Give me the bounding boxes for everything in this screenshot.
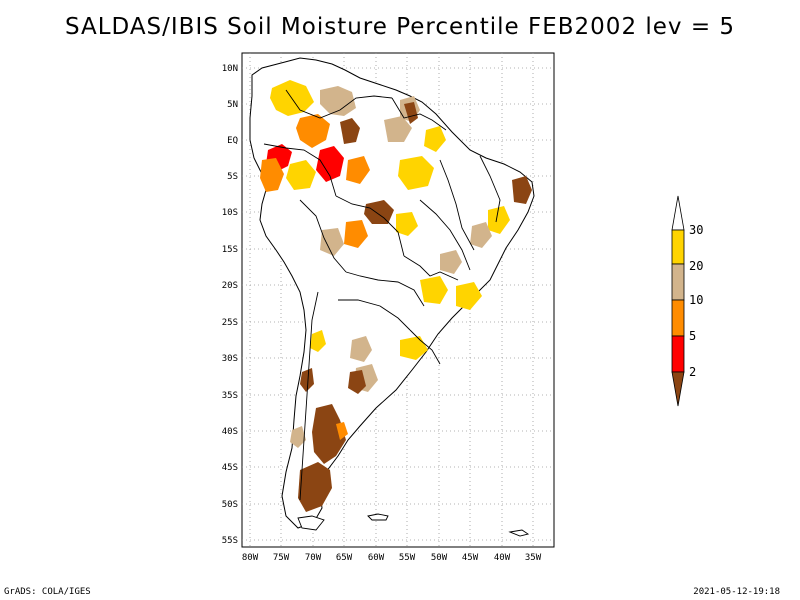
patch-20-30 (310, 330, 326, 352)
lon-tick-label: 65W (336, 553, 353, 563)
colorbar-label: 5 (689, 329, 696, 343)
patch-20-30 (286, 160, 316, 190)
patch-5-10 (336, 422, 348, 440)
patch-10-20 (440, 250, 462, 274)
map-title: SALDAS/IBIS Soil Moisture Percentile FEB… (64, 14, 736, 40)
lon-tick-label: 55W (399, 553, 416, 563)
lat-tick-label: 50S (222, 500, 238, 510)
patch-below-2 (512, 176, 532, 204)
patch-20-30 (396, 212, 418, 236)
timestamp-label: 2021-05-12-19:18 (693, 587, 780, 597)
lon-tick-label: 80W (242, 553, 259, 563)
patch-10-20 (470, 222, 492, 248)
patch-below-2 (298, 462, 332, 512)
colorbar-label: 20 (689, 259, 703, 273)
patch-10-20 (384, 116, 412, 142)
patch-5-10 (260, 158, 284, 192)
lat-tick-label: 15S (222, 245, 238, 255)
islands (297, 513, 530, 537)
credit-label: GrADS: COLA/IGES (4, 587, 91, 597)
colorbar-5-10 (671, 299, 685, 337)
patch-20-30 (424, 126, 446, 152)
lon-tick-label: 40W (494, 553, 511, 563)
colorbar-10-20 (671, 263, 685, 301)
colorbar-labels: 30 20 10 5 2 (689, 223, 703, 379)
colorbar-label: 10 (689, 293, 703, 307)
lat-tick-label: 5N (227, 100, 238, 110)
colorbar-2-5 (671, 335, 685, 373)
patch-2-5 (316, 146, 344, 182)
patch-10-20 (320, 86, 356, 116)
lon-tick-label: 50W (431, 553, 448, 563)
patch-5-10 (346, 156, 370, 184)
lat-tick-label: 30S (222, 354, 238, 364)
lat-tick-label: 40S (222, 427, 238, 437)
lat-tick-label: 25S (222, 318, 238, 328)
lat-tick-label: 5S (227, 172, 238, 182)
colorbar-below-2 (671, 371, 685, 407)
lat-tick-label: 55S (222, 536, 238, 546)
lon-tick-label: 45W (462, 553, 479, 563)
lon-tick-label: 70W (305, 553, 322, 563)
patch-below-2 (340, 118, 360, 144)
lon-tick-label: 35W (525, 553, 542, 563)
lat-tick-labels: 10N 5N EQ 5S 10S 15S 20S 25S 30S 35S 40S… (222, 64, 238, 546)
patch-10-20 (350, 336, 372, 362)
patch-20-30 (400, 336, 428, 360)
colorbar-above-30 (671, 195, 685, 231)
lat-tick-label: 35S (222, 391, 238, 401)
lat-tick-label: EQ (227, 136, 238, 146)
patch-20-30 (456, 282, 482, 310)
patch-20-30 (488, 206, 510, 234)
patch-5-10 (344, 220, 368, 248)
lat-tick-label: 20S (222, 281, 238, 291)
colorbar-label: 30 (689, 223, 703, 237)
patch-20-30 (398, 156, 434, 190)
lon-tick-label: 75W (273, 553, 290, 563)
lat-tick-label: 10N (222, 64, 238, 74)
colorbar-20-30 (671, 229, 685, 265)
lon-tick-labels: 80W 75W 70W 65W 60W 55W 50W 45W 40W 35W (242, 553, 542, 563)
lon-tick-label: 60W (368, 553, 385, 563)
patch-below-2 (300, 368, 314, 392)
patch-10-20 (290, 426, 306, 448)
lat-tick-label: 10S (222, 208, 238, 218)
colorbar-label: 2 (689, 365, 696, 379)
patch-below-2 (364, 200, 394, 224)
lat-tick-label: 45S (222, 463, 238, 473)
patch-5-10 (296, 114, 330, 148)
patch-below-2 (348, 370, 366, 394)
patch-below-2 (404, 102, 418, 124)
colorbar (671, 195, 685, 407)
patch-below-2 (312, 404, 346, 464)
percentile-patches (260, 80, 532, 512)
patch-20-30 (420, 276, 448, 304)
country-borders (263, 89, 501, 501)
patch-10-20 (320, 228, 344, 256)
